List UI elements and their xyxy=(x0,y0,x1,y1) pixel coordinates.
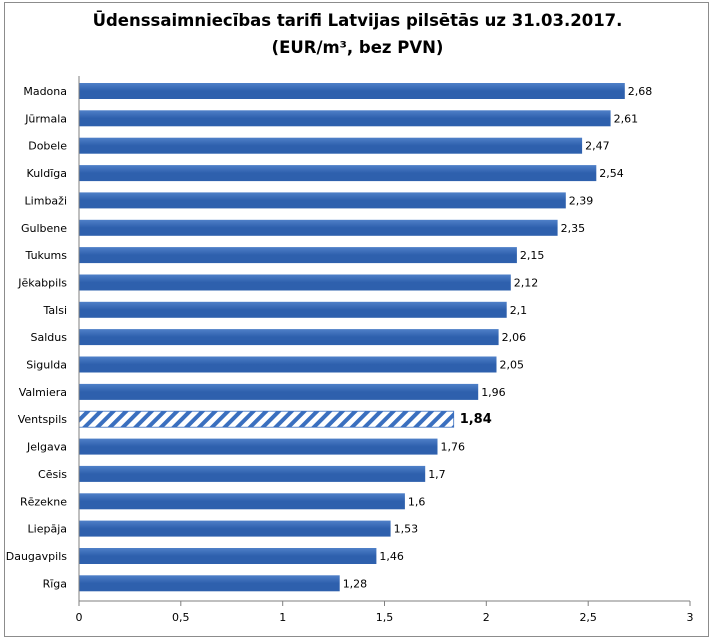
value-label-liepaja: 1,53 xyxy=(394,523,419,536)
value-label-talsi: 2,1 xyxy=(510,304,528,317)
bar-limbazi xyxy=(79,192,566,209)
bar-liepaja xyxy=(79,520,391,537)
bar-tukums xyxy=(79,247,517,264)
category-label-talsi: Talsi xyxy=(43,304,67,317)
value-label-sigulda: 2,05 xyxy=(500,359,525,372)
x-tick-label-0: 0 xyxy=(76,611,83,624)
value-label-rezekne: 1,6 xyxy=(408,495,426,508)
bar-kuldiga xyxy=(79,165,597,182)
value-label-limbazi: 2,39 xyxy=(569,194,594,207)
category-label-kuldiga: Kuldīga xyxy=(27,167,67,180)
value-label-ventspils: 1,84 xyxy=(460,412,492,427)
chart-title-line-2: (EUR/m³, bez PVN) xyxy=(271,38,444,57)
x-tick-label-1: 0,5 xyxy=(172,611,190,624)
bar-daugavpils xyxy=(79,548,377,564)
chart-title-line-1: Ūdenssaimniecības tarifi Latvijas pilsēt… xyxy=(92,11,623,30)
bar-rezekne xyxy=(79,493,405,510)
category-label-jelgava: Jelgava xyxy=(26,441,67,454)
category-label-jekabpils: Jēkabpils xyxy=(17,277,67,290)
value-label-jelgava: 1,76 xyxy=(441,441,466,454)
x-tick-label-2: 1 xyxy=(279,611,286,624)
x-tick-label-5: 2,5 xyxy=(579,611,597,624)
value-label-jurmala: 2,61 xyxy=(614,112,639,125)
bar-valmiera xyxy=(79,383,479,400)
category-label-rezekne: Rēzekne xyxy=(20,495,67,508)
labels-group: Madona 2,68 Jūrmala 2,61 Dobele 2,47 Kuldīga 2,… xyxy=(6,85,653,590)
bar-jekabpils xyxy=(79,274,511,291)
value-label-tukums: 2,15 xyxy=(520,249,545,262)
value-label-riga: 1,28 xyxy=(343,577,368,590)
category-label-liepaja: Liepāja xyxy=(28,523,67,536)
value-label-daugavpils: 1,46 xyxy=(379,550,404,563)
bars-group xyxy=(78,83,625,592)
category-label-tukums: Tukums xyxy=(25,249,68,262)
category-label-jurmala: Jūrmala xyxy=(24,112,67,125)
x-tick-label-6: 3 xyxy=(687,611,694,624)
value-label-jekabpils: 2,12 xyxy=(514,277,539,290)
bar-dobele xyxy=(79,137,583,154)
bar-jurmala xyxy=(79,110,611,127)
value-label-cesis: 1,7 xyxy=(428,468,446,481)
value-label-kuldiga: 2,54 xyxy=(599,167,624,180)
bar-jelgava xyxy=(79,438,438,455)
value-label-madona: 2,68 xyxy=(628,85,653,98)
x-tick-label-3: 1,5 xyxy=(376,611,394,624)
value-label-gulbene: 2,35 xyxy=(561,222,586,235)
bar-riga xyxy=(79,575,340,592)
category-label-saldus: Saldus xyxy=(31,331,68,344)
value-label-saldus: 2,06 xyxy=(502,331,526,344)
bar-cesis xyxy=(79,465,426,482)
category-label-daugavpils: Daugavpils xyxy=(6,550,68,563)
category-label-valmiera: Valmiera xyxy=(19,386,67,399)
category-label-dobele: Dobele xyxy=(28,140,67,153)
value-label-valmiera: 1,96 xyxy=(481,386,506,399)
category-label-gulbene: Gulbene xyxy=(21,222,67,235)
category-label-madona: Madona xyxy=(23,85,67,98)
category-label-limbazi: Limbaži xyxy=(25,194,67,207)
bar-talsi xyxy=(79,301,507,318)
bar-sigulda xyxy=(79,356,497,373)
bar-saldus xyxy=(79,329,499,346)
bar-gulbene xyxy=(79,219,558,236)
category-label-sigulda: Sigulda xyxy=(26,359,67,372)
category-label-riga: Rīga xyxy=(43,577,67,590)
category-label-cesis: Cēsis xyxy=(38,468,67,481)
x-axis: 0 0,5 1 1,5 2 2,5 3 xyxy=(76,76,694,624)
value-label-dobele: 2,47 xyxy=(585,140,610,153)
x-tick-label-4: 2 xyxy=(483,611,490,624)
bar-ventspils xyxy=(78,410,455,428)
category-label-ventspils: Ventspils xyxy=(18,413,68,426)
bar-madona xyxy=(79,83,625,99)
